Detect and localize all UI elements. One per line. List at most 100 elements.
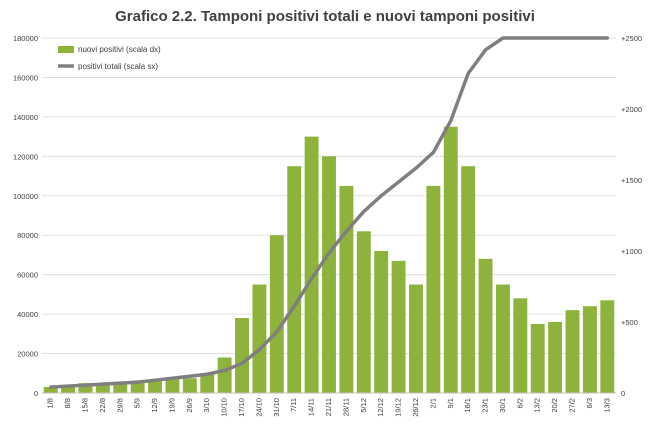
line-point bbox=[66, 384, 70, 388]
line-point bbox=[483, 48, 488, 52]
line-point bbox=[275, 330, 279, 334]
bar bbox=[304, 136, 319, 393]
bar bbox=[61, 385, 76, 393]
y-right-tick-label: 0 bbox=[621, 389, 625, 398]
bar bbox=[461, 166, 476, 393]
x-tick-label: 26/12 bbox=[411, 398, 420, 417]
y-right-tick-label: +1500 bbox=[621, 176, 642, 185]
x-tick-label: 24/10 bbox=[254, 398, 263, 417]
x-tick-label: 5/12 bbox=[359, 398, 368, 413]
line-point bbox=[136, 380, 140, 384]
bar bbox=[339, 185, 354, 393]
bar bbox=[443, 126, 458, 393]
y-left-tick-label: 0 bbox=[34, 389, 38, 398]
bar bbox=[530, 323, 545, 393]
x-tick-label: 13/3 bbox=[602, 398, 611, 413]
x-tick-label: 22/8 bbox=[98, 398, 107, 413]
bar bbox=[165, 379, 180, 393]
line-point bbox=[605, 36, 609, 40]
line-point bbox=[223, 368, 227, 372]
y-left-tick-label: 120000 bbox=[13, 152, 38, 161]
bar bbox=[235, 318, 249, 393]
x-tick-label: 30/1 bbox=[498, 398, 507, 413]
bar bbox=[426, 185, 441, 393]
line-point bbox=[379, 194, 383, 198]
bar bbox=[565, 310, 580, 393]
line-point bbox=[414, 166, 418, 170]
line-point bbox=[518, 36, 522, 40]
bar bbox=[217, 357, 232, 393]
bar bbox=[391, 260, 406, 393]
bar bbox=[495, 284, 510, 393]
line-point bbox=[205, 372, 209, 376]
x-tick-label: 29/8 bbox=[115, 398, 124, 413]
bar bbox=[513, 298, 528, 393]
line-point bbox=[257, 348, 262, 352]
x-tick-label: 6/3 bbox=[585, 398, 594, 408]
line-point bbox=[536, 36, 540, 40]
bar bbox=[287, 166, 302, 393]
y-right-tick-label: +2000 bbox=[621, 105, 642, 114]
line-point bbox=[292, 304, 296, 308]
y-left-tick-label: 60000 bbox=[17, 271, 38, 280]
line-point bbox=[170, 376, 175, 380]
bar bbox=[95, 384, 110, 393]
bar bbox=[113, 384, 128, 393]
y-left-tick-label: 80000 bbox=[17, 231, 38, 240]
x-tick-label: 8/8 bbox=[63, 398, 72, 408]
chart-title: Grafico 2.2. Tamponi positivi totali e n… bbox=[115, 8, 535, 25]
bar bbox=[182, 378, 197, 393]
line-point bbox=[466, 71, 470, 76]
line-point bbox=[101, 382, 105, 386]
legend-swatch-bar bbox=[58, 46, 74, 53]
bar bbox=[478, 258, 493, 393]
line-point bbox=[118, 381, 122, 385]
x-tick-label: 13/2 bbox=[533, 398, 542, 413]
line-point bbox=[327, 251, 331, 255]
bar bbox=[374, 251, 389, 393]
x-tick-label: 31/10 bbox=[272, 398, 281, 417]
bar bbox=[78, 383, 93, 393]
line-point bbox=[153, 378, 157, 382]
bar bbox=[252, 284, 267, 393]
x-tick-label: 5/9 bbox=[133, 398, 142, 408]
line-point bbox=[553, 36, 557, 40]
bar bbox=[130, 383, 145, 393]
x-tick-label: 12/9 bbox=[150, 398, 159, 413]
y-right-tick-label: +2500 bbox=[621, 34, 642, 43]
bar bbox=[148, 381, 163, 393]
x-tick-label: 20/2 bbox=[550, 398, 559, 413]
x-tick-label: 9/1 bbox=[446, 398, 455, 408]
x-tick-label: 2/1 bbox=[428, 398, 437, 408]
bar bbox=[356, 231, 371, 393]
legend-label-bar: nuovi positivi (scala dx) bbox=[78, 45, 161, 54]
line-point bbox=[344, 229, 348, 233]
bar bbox=[269, 235, 284, 393]
bar bbox=[582, 306, 597, 393]
x-tick-label: 10/10 bbox=[220, 398, 229, 417]
bar bbox=[409, 284, 423, 393]
x-tick-label: 16/1 bbox=[463, 398, 472, 413]
line-point bbox=[396, 180, 401, 184]
x-tick-label: 27/2 bbox=[568, 398, 577, 413]
x-tick-label: 3/10 bbox=[202, 398, 211, 413]
y-left-tick-label: 160000 bbox=[13, 73, 38, 82]
bar bbox=[322, 156, 336, 393]
x-tick-label: 15/8 bbox=[80, 398, 89, 413]
line-point bbox=[188, 374, 192, 378]
bar bbox=[200, 373, 215, 393]
y-left-tick-label: 40000 bbox=[17, 310, 38, 319]
x-tick-label: 23/1 bbox=[481, 398, 490, 413]
bar bbox=[43, 387, 58, 393]
x-tick-label: 21/11 bbox=[324, 398, 333, 416]
x-tick-label: 14/11 bbox=[307, 398, 316, 416]
line-point bbox=[310, 277, 314, 281]
line-point bbox=[362, 209, 366, 214]
y-left-tick-label: 140000 bbox=[13, 113, 38, 122]
line-point bbox=[49, 385, 53, 389]
line-point bbox=[449, 119, 453, 123]
y-right-tick-label: +500 bbox=[621, 318, 638, 327]
y-left-tick-label: 100000 bbox=[13, 192, 38, 201]
